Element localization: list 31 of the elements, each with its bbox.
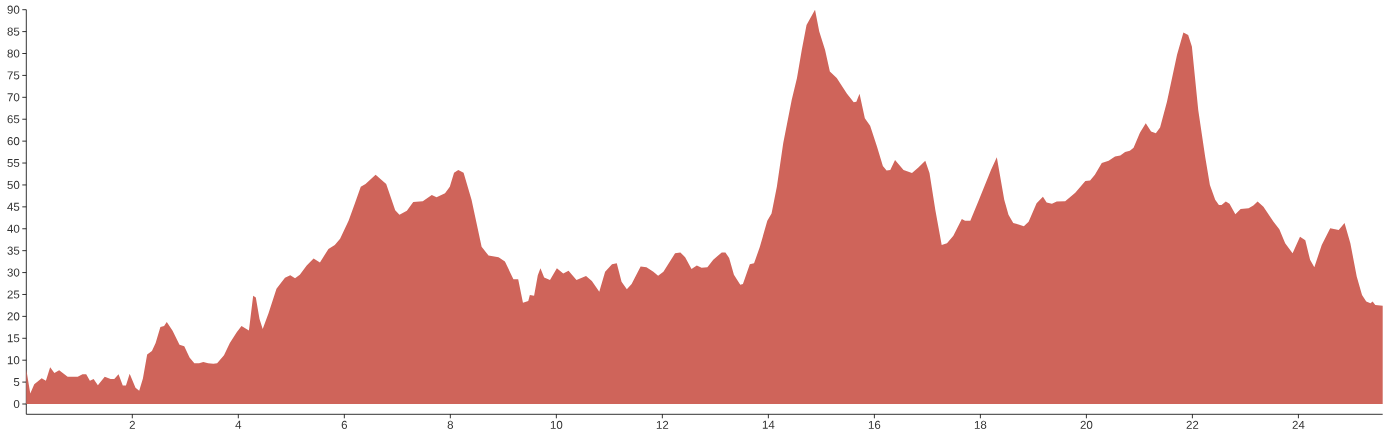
y-tick-label: 15 bbox=[7, 334, 20, 343]
x-tick-label: 4 bbox=[235, 420, 242, 429]
y-tick-label: 70 bbox=[7, 93, 20, 102]
x-tick-label: 18 bbox=[974, 420, 987, 429]
y-tick-label: 35 bbox=[7, 246, 20, 255]
y-tick-label: 10 bbox=[7, 356, 20, 365]
y-tick-label: 80 bbox=[7, 49, 20, 58]
x-tick-label: 20 bbox=[1080, 420, 1093, 429]
x-tick-label: 16 bbox=[868, 420, 881, 429]
x-tick-label: 14 bbox=[762, 420, 775, 429]
x-tick-label: 12 bbox=[656, 420, 669, 429]
x-tick-label: 24 bbox=[1292, 420, 1305, 429]
x-tick-label: 8 bbox=[447, 420, 454, 429]
y-tick-label: 60 bbox=[7, 137, 20, 146]
y-tick-label: 85 bbox=[7, 27, 20, 36]
x-tick-label: 6 bbox=[341, 420, 348, 429]
y-tick-label: 30 bbox=[7, 268, 20, 277]
y-tick-label: 65 bbox=[7, 115, 20, 124]
x-tick-label: 2 bbox=[129, 420, 135, 429]
y-tick-label: 50 bbox=[7, 180, 20, 190]
y-tick-label: 25 bbox=[7, 290, 20, 299]
y-tick-label: 40 bbox=[7, 224, 20, 233]
y-tick-label: 5 bbox=[13, 378, 20, 387]
y-tick-label: 75 bbox=[7, 71, 20, 80]
y-tick-label: 45 bbox=[7, 202, 20, 211]
y-tick-label: 90 bbox=[7, 5, 20, 14]
y-tick-label: 55 bbox=[7, 159, 20, 168]
x-tick-label: 22 bbox=[1186, 420, 1199, 429]
y-tick-label: 0 bbox=[13, 399, 20, 409]
y-tick-label: 20 bbox=[7, 312, 20, 321]
x-tick-label: 10 bbox=[550, 420, 563, 429]
